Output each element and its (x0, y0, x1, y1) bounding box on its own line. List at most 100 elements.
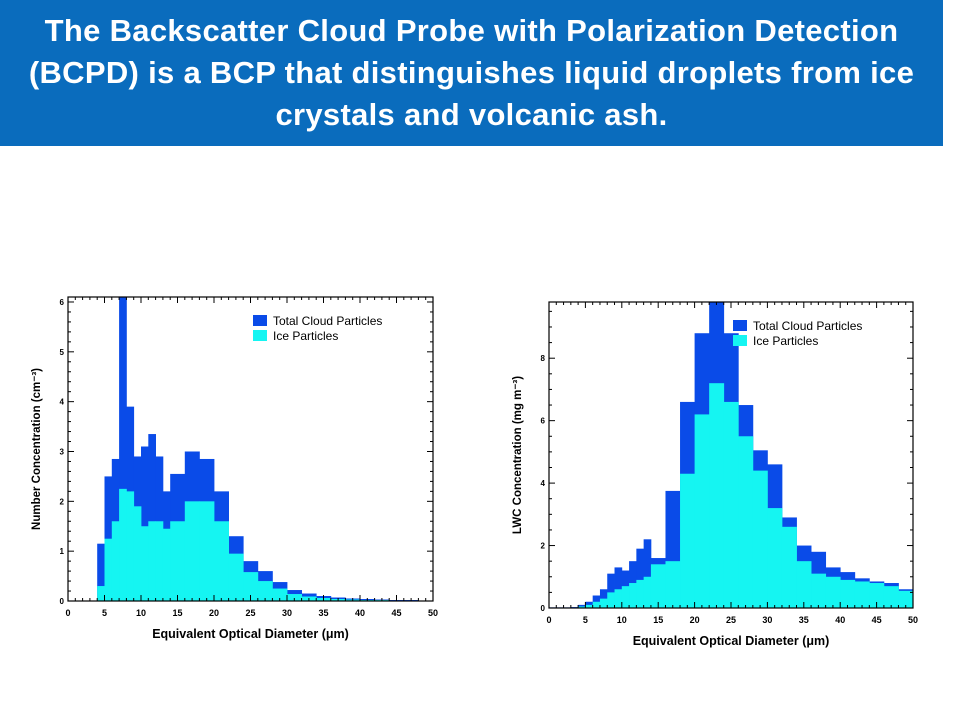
ice-bar (680, 473, 695, 608)
ice-bar (214, 521, 229, 601)
histogram-bars (549, 302, 914, 608)
ice-bar (243, 572, 259, 601)
ice-bar (228, 553, 244, 601)
ice-bar (585, 604, 594, 608)
ice-bar (272, 588, 288, 601)
ice-bar (126, 491, 135, 601)
x-axis-label: Equivalent Optical Diameter (μm) (152, 627, 349, 641)
total-bar (607, 573, 615, 608)
x-tick-label: 50 (908, 615, 918, 625)
y-tick-label: 0 (60, 597, 65, 606)
ice-bar (257, 581, 273, 601)
y-axis-label: Number Concentration (cm⁻³) (31, 368, 43, 530)
ice-bar (155, 521, 164, 601)
slide-title: The Backscatter Cloud Probe with Polariz… (28, 13, 915, 132)
ice-bar (883, 586, 899, 608)
x-tick-label: 10 (617, 615, 627, 625)
total-bar (643, 539, 652, 608)
x-tick-label: 35 (318, 608, 328, 618)
ice-bar (898, 590, 914, 608)
x-tick-label: 40 (355, 608, 365, 618)
total-bar (119, 297, 127, 601)
ice-bar (184, 501, 200, 601)
ice-bar (767, 508, 783, 608)
ice-bar (665, 561, 681, 608)
ice-bar (840, 579, 856, 608)
x-tick-label: 15 (172, 608, 182, 618)
legend-swatch-total (253, 315, 267, 326)
total-bar (148, 434, 156, 601)
x-tick-label: 0 (546, 615, 551, 625)
legend-swatch-ice (253, 330, 267, 341)
ice-bar (650, 564, 666, 608)
x-tick-label: 20 (690, 615, 700, 625)
total-bar (141, 446, 149, 601)
ice-bar (738, 436, 754, 608)
x-tick-label: 35 (799, 615, 809, 625)
title-banner: The Backscatter Cloud Probe with Polariz… (0, 0, 943, 146)
total-bar (97, 543, 105, 601)
y-tick-label: 3 (60, 447, 65, 456)
legend-swatch-ice (733, 335, 747, 346)
x-tick-label: 50 (428, 608, 438, 618)
y-tick-label: 8 (541, 354, 546, 363)
y-tick-label: 2 (541, 542, 546, 551)
ice-bar (148, 521, 156, 601)
ice-bar (694, 414, 710, 608)
legend-swatch-total (733, 320, 747, 331)
lwc-concentration-chart: 0 5 10 15 20 25 30 35 40 45 50 0 2 4 6 8 Equivalent Opti… (512, 301, 918, 648)
ice-bar (141, 526, 149, 601)
x-tick-label: 10 (136, 608, 146, 618)
ice-bar (578, 606, 586, 608)
y-tick-label: 1 (60, 547, 65, 556)
x-tick-label: 45 (872, 615, 882, 625)
ice-bar (133, 506, 142, 601)
ice-bar (170, 521, 186, 601)
x-tick-label: 30 (282, 608, 292, 618)
legend-label-ice: Ice Particles (753, 334, 818, 348)
ice-bar (752, 470, 768, 608)
x-tick-label: 45 (391, 608, 401, 618)
y-tick-label: 0 (541, 604, 546, 613)
x-tick-label: 30 (762, 615, 772, 625)
ice-bar (607, 592, 615, 608)
ice-bar (199, 501, 215, 601)
total-bar (636, 548, 645, 608)
ice-bar (636, 579, 645, 608)
x-tick-label: 5 (583, 615, 588, 625)
y-tick-label: 4 (60, 398, 65, 407)
ice-bar (854, 581, 870, 608)
x-axis-label: Equivalent Optical Diameter (μm) (633, 634, 830, 648)
y-tick-label: 2 (60, 497, 65, 506)
legend-label-ice: Ice Particles (273, 329, 338, 343)
ice-bar (104, 538, 113, 601)
y-tick-label: 5 (60, 348, 65, 357)
ice-bar (869, 583, 885, 608)
y-tick-label: 6 (541, 417, 546, 426)
histogram-bars (97, 297, 434, 601)
x-tick-label: 25 (245, 608, 255, 618)
ice-bar (599, 598, 608, 608)
ice-bar (709, 383, 725, 608)
ice-bar (811, 573, 827, 608)
ice-bar (629, 583, 637, 608)
ice-bar (162, 528, 171, 601)
x-tick-label: 15 (653, 615, 663, 625)
ice-bar (621, 586, 630, 608)
ice-bar (723, 401, 739, 608)
ice-bar (796, 561, 812, 608)
ice-bar (111, 521, 120, 601)
ice-bar (614, 589, 623, 608)
ice-bar (643, 576, 652, 608)
x-tick-label: 0 (65, 608, 70, 618)
ice-bar (781, 526, 797, 608)
ice-bar (825, 576, 841, 608)
ice-bar (592, 601, 601, 608)
y-axis-label: LWC Concentration (mg m⁻³) (512, 376, 524, 534)
x-tick-label: 25 (726, 615, 736, 625)
legend-label-total: Total Cloud Particles (273, 314, 382, 328)
y-tick-label: 4 (541, 479, 546, 488)
